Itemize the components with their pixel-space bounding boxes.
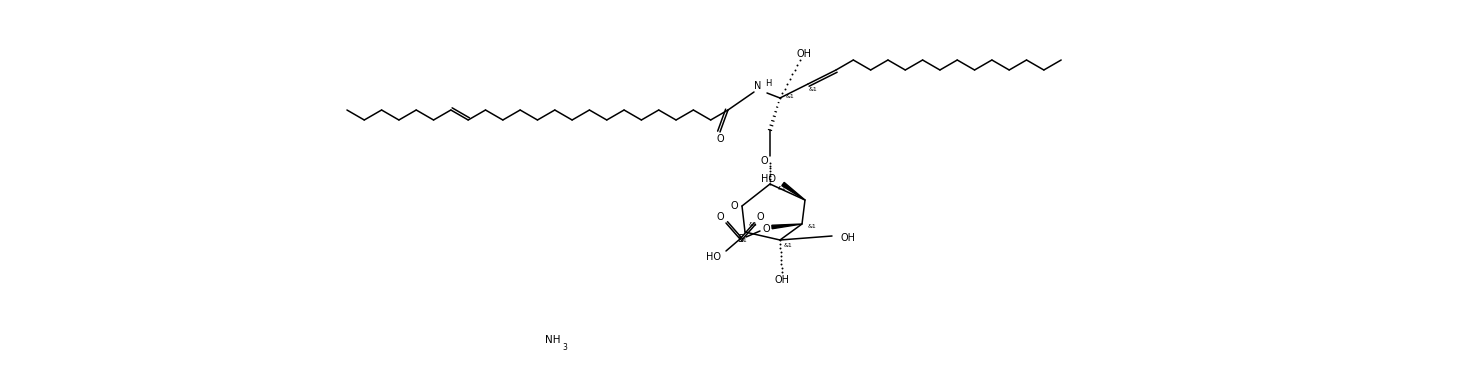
Text: &1: &1 bbox=[749, 221, 757, 227]
Text: &1: &1 bbox=[784, 242, 792, 248]
Text: &1: &1 bbox=[808, 86, 817, 92]
Text: NH: NH bbox=[545, 335, 560, 345]
Text: O: O bbox=[760, 156, 768, 166]
Text: &1: &1 bbox=[785, 93, 794, 99]
Polygon shape bbox=[772, 224, 803, 229]
Text: O: O bbox=[756, 212, 763, 222]
Text: OH: OH bbox=[841, 233, 855, 243]
Text: S: S bbox=[737, 234, 743, 244]
Text: OH: OH bbox=[775, 275, 789, 285]
Text: &1: &1 bbox=[778, 186, 787, 190]
Text: O: O bbox=[762, 224, 770, 234]
Text: HO: HO bbox=[706, 252, 722, 262]
Text: &1: &1 bbox=[807, 224, 816, 228]
Text: 3: 3 bbox=[561, 343, 567, 352]
Text: OH: OH bbox=[797, 49, 811, 59]
Text: N: N bbox=[754, 81, 762, 91]
Text: O: O bbox=[730, 201, 738, 211]
Polygon shape bbox=[782, 182, 806, 200]
Text: O: O bbox=[716, 134, 724, 144]
Text: &1: &1 bbox=[738, 238, 747, 242]
Text: HO: HO bbox=[762, 174, 776, 184]
Text: H: H bbox=[765, 79, 770, 87]
Text: O: O bbox=[716, 212, 724, 222]
